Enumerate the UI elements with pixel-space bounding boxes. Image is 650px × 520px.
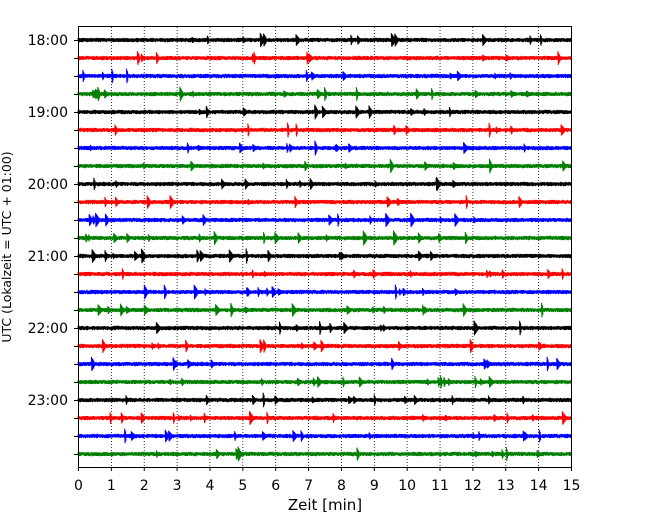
x-tick-label: 5 bbox=[238, 478, 247, 494]
y-tick-label: 19:00 bbox=[28, 105, 68, 121]
trace-1900 bbox=[77, 104, 572, 120]
x-tick-label: 8 bbox=[337, 478, 346, 494]
y-axis: 18:00 19:00 20:00 21:00 22:00 23:00 bbox=[28, 33, 78, 455]
trace-1845 bbox=[77, 86, 572, 102]
x-tick-label: 9 bbox=[370, 478, 379, 494]
trace-1915 bbox=[77, 122, 572, 138]
trace-2100 bbox=[77, 248, 572, 264]
trace-group bbox=[77, 32, 572, 462]
trace-1945 bbox=[77, 158, 572, 174]
y-tick-label: 20:00 bbox=[28, 177, 68, 193]
trace-1815 bbox=[77, 51, 572, 65]
x-tick-label: 13 bbox=[497, 478, 515, 494]
y-tick-label: 22:00 bbox=[28, 321, 68, 337]
trace-2245 bbox=[77, 375, 572, 389]
trace-2000 bbox=[77, 176, 572, 192]
x-axis: 0 1 2 3 4 5 6 7 8 9 10 11 12 13 14 15 bbox=[74, 467, 580, 494]
x-tick-label: 6 bbox=[271, 478, 280, 494]
trace-2015 bbox=[77, 195, 572, 209]
x-axis-title: Zeit [min] bbox=[288, 496, 362, 514]
grid-lines bbox=[110, 27, 540, 467]
x-tick-label: 14 bbox=[530, 478, 548, 494]
x-tick-label: 4 bbox=[206, 478, 215, 494]
trace-1930 bbox=[77, 140, 572, 156]
x-tick-label: 3 bbox=[173, 478, 182, 494]
trace-2130 bbox=[77, 284, 572, 300]
y-axis-title: UTC (Lokalzeit = UTC + 01:00) bbox=[0, 151, 14, 342]
trace-1800 bbox=[77, 32, 572, 48]
y-tick-label: 21:00 bbox=[28, 249, 68, 265]
y-tick-label: 18:00 bbox=[28, 33, 68, 49]
y-tick-label: 23:00 bbox=[28, 393, 68, 409]
trace-2345 bbox=[77, 446, 572, 462]
trace-2030 bbox=[77, 212, 572, 228]
x-tick-label: 1 bbox=[107, 478, 116, 494]
trace-2215 bbox=[77, 339, 572, 353]
x-tick-label: 7 bbox=[304, 478, 313, 494]
x-tick-label: 0 bbox=[74, 478, 83, 494]
trace-2300 bbox=[77, 392, 572, 408]
trace-2145 bbox=[77, 302, 572, 318]
trace-2115 bbox=[77, 268, 572, 280]
x-tick-label: 2 bbox=[140, 478, 149, 494]
x-tick-label: 12 bbox=[464, 478, 482, 494]
trace-2200 bbox=[77, 320, 572, 336]
trace-2045 bbox=[77, 230, 572, 246]
x-tick-label: 10 bbox=[398, 478, 416, 494]
trace-2230 bbox=[77, 356, 572, 372]
plot-frame bbox=[78, 26, 572, 468]
trace-2315 bbox=[77, 411, 572, 425]
x-tick-label: 15 bbox=[563, 478, 581, 494]
trace-1830 bbox=[77, 68, 572, 84]
trace-2330 bbox=[77, 428, 572, 444]
x-tick-label: 11 bbox=[431, 478, 449, 494]
